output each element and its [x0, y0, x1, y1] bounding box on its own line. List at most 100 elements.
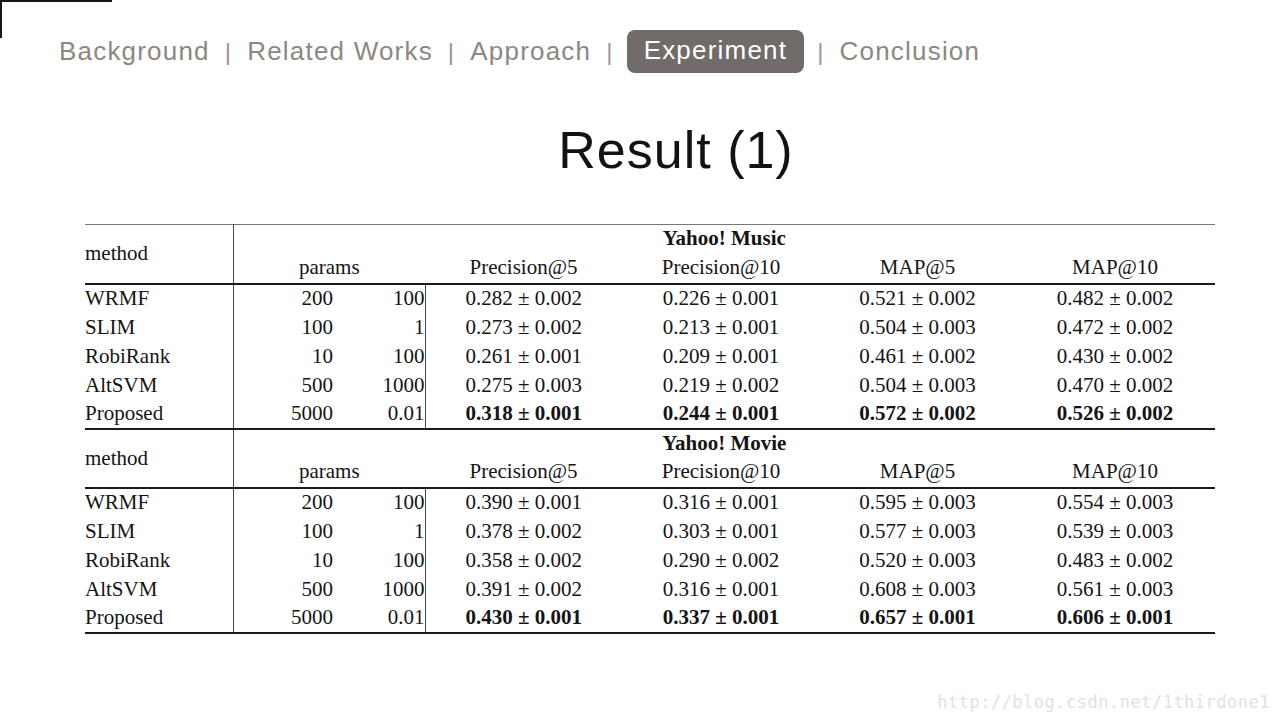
value-cell: 0.470 ± 0.002: [1015, 371, 1215, 400]
nav-item-related-works[interactable]: Related Works: [245, 34, 435, 69]
value-cell: 0.539 ± 0.003: [1015, 517, 1215, 546]
value-cell: 0.316 ± 0.001: [622, 488, 820, 517]
param-cell: 1000: [333, 371, 425, 400]
value-cell: 0.608 ± 0.003: [820, 575, 1015, 604]
header-precision5: Precision@5: [425, 253, 622, 284]
value-cell: 0.390 ± 0.001: [425, 488, 622, 517]
table-row: SLIM 100 1 0.378 ± 0.002 0.303 ± 0.001 0…: [85, 517, 1215, 546]
value-cell: 0.577 ± 0.003: [820, 517, 1015, 546]
param-cell: 200: [233, 488, 333, 517]
value-cell: 0.461 ± 0.002: [820, 342, 1015, 371]
value-cell: 0.504 ± 0.003: [820, 371, 1015, 400]
param-cell: 10: [233, 342, 333, 371]
value-cell: 0.275 ± 0.003: [425, 371, 622, 400]
table-row: SLIM 100 1 0.273 ± 0.002 0.213 ± 0.001 0…: [85, 313, 1215, 342]
param-cell: 10: [233, 546, 333, 575]
nav-item-experiment-active[interactable]: Experiment: [627, 30, 805, 73]
nav-separator: |: [225, 38, 232, 66]
header-precision5: Precision@5: [425, 457, 622, 488]
method-cell: SLIM: [85, 313, 233, 342]
header-map10: MAP@10: [1015, 253, 1215, 284]
param-cell: 500: [233, 371, 333, 400]
method-cell: Proposed: [85, 604, 233, 633]
method-cell: WRMF: [85, 284, 233, 313]
value-cell: 0.430 ± 0.001: [425, 604, 622, 633]
param-cell: 500: [233, 575, 333, 604]
param-cell: 100: [233, 517, 333, 546]
value-cell: 0.595 ± 0.003: [820, 488, 1015, 517]
value-cell: 0.482 ± 0.002: [1015, 284, 1215, 313]
value-cell: 0.657 ± 0.001: [820, 604, 1015, 633]
method-cell: Proposed: [85, 400, 233, 429]
param-cell: 100: [333, 284, 425, 313]
value-cell: 0.483 ± 0.002: [1015, 546, 1215, 575]
nav-item-approach[interactable]: Approach: [468, 34, 593, 69]
param-cell: 5000: [233, 604, 333, 633]
slide-title-row: Result (1): [0, 120, 1280, 180]
param-cell: 100: [333, 546, 425, 575]
header-precision10: Precision@10: [622, 253, 820, 284]
nav-item-background[interactable]: Background: [57, 34, 212, 69]
method-cell: RobiRank: [85, 546, 233, 575]
nav-separator: |: [606, 38, 613, 66]
value-cell: 0.213 ± 0.001: [622, 313, 820, 342]
value-cell: 0.209 ± 0.001: [622, 342, 820, 371]
value-cell: 0.337 ± 0.001: [622, 604, 820, 633]
table-row: AltSVM 500 1000 0.275 ± 0.003 0.219 ± 0.…: [85, 371, 1215, 400]
table-row: WRMF 200 100 0.282 ± 0.002 0.226 ± 0.001…: [85, 284, 1215, 313]
table-row: AltSVM 500 1000 0.391 ± 0.002 0.316 ± 0.…: [85, 575, 1215, 604]
method-cell: WRMF: [85, 488, 233, 517]
value-cell: 0.606 ± 0.001: [1015, 604, 1215, 633]
value-cell: 0.226 ± 0.001: [622, 284, 820, 313]
results-table: method Yahoo! Music params Precision@5 P…: [85, 224, 1215, 634]
param-cell: 1: [333, 517, 425, 546]
page-title: Result (1): [558, 120, 793, 180]
table-row: WRMF 200 100 0.390 ± 0.001 0.316 ± 0.001…: [85, 488, 1215, 517]
value-cell: 0.244 ± 0.001: [622, 400, 820, 429]
header-map5: MAP@5: [820, 457, 1015, 488]
value-cell: 0.472 ± 0.002: [1015, 313, 1215, 342]
value-cell: 0.318 ± 0.001: [425, 400, 622, 429]
value-cell: 0.521 ± 0.002: [820, 284, 1015, 313]
table-row: RobiRank 10 100 0.261 ± 0.001 0.209 ± 0.…: [85, 342, 1215, 371]
dataset-title-music: Yahoo! Music: [233, 225, 1215, 253]
value-cell: 0.290 ± 0.002: [622, 546, 820, 575]
table-header-row: method Yahoo! Movie: [85, 429, 1215, 457]
value-cell: 0.391 ± 0.002: [425, 575, 622, 604]
value-cell: 0.572 ± 0.002: [820, 400, 1015, 429]
screen-edge-artifact-top: [0, 0, 112, 2]
method-cell: RobiRank: [85, 342, 233, 371]
header-precision10: Precision@10: [622, 457, 820, 488]
method-cell: AltSVM: [85, 575, 233, 604]
value-cell: 0.561 ± 0.003: [1015, 575, 1215, 604]
header-method: method: [85, 225, 233, 284]
nav-separator: |: [448, 38, 455, 66]
watermark-url: http://blog.csdn.net/1thirdone1: [937, 692, 1270, 712]
table-row: RobiRank 10 100 0.358 ± 0.002 0.290 ± 0.…: [85, 546, 1215, 575]
param-cell: 0.01: [333, 604, 425, 633]
value-cell: 0.273 ± 0.002: [425, 313, 622, 342]
value-cell: 0.261 ± 0.001: [425, 342, 622, 371]
results-table-wrap: method Yahoo! Music params Precision@5 P…: [85, 224, 1215, 634]
value-cell: 0.316 ± 0.001: [622, 575, 820, 604]
header-params: params: [233, 457, 425, 488]
nav-item-conclusion[interactable]: Conclusion: [838, 34, 983, 69]
table-subheader-row: params Precision@5 Precision@10 MAP@5 MA…: [85, 253, 1215, 284]
header-method: method: [85, 429, 233, 488]
value-cell: 0.378 ± 0.002: [425, 517, 622, 546]
value-cell: 0.554 ± 0.003: [1015, 488, 1215, 517]
param-cell: 100: [333, 342, 425, 371]
value-cell: 0.358 ± 0.002: [425, 546, 622, 575]
value-cell: 0.504 ± 0.003: [820, 313, 1015, 342]
slide-section-nav: Background | Related Works | Approach | …: [57, 30, 982, 73]
nav-separator: |: [817, 38, 824, 66]
param-cell: 1: [333, 313, 425, 342]
value-cell: 0.282 ± 0.002: [425, 284, 622, 313]
header-params: params: [233, 253, 425, 284]
value-cell: 0.520 ± 0.003: [820, 546, 1015, 575]
header-map5: MAP@5: [820, 253, 1015, 284]
param-cell: 200: [233, 284, 333, 313]
value-cell: 0.303 ± 0.001: [622, 517, 820, 546]
table-row-proposed: Proposed 5000 0.01 0.430 ± 0.001 0.337 ±…: [85, 604, 1215, 633]
method-cell: AltSVM: [85, 371, 233, 400]
